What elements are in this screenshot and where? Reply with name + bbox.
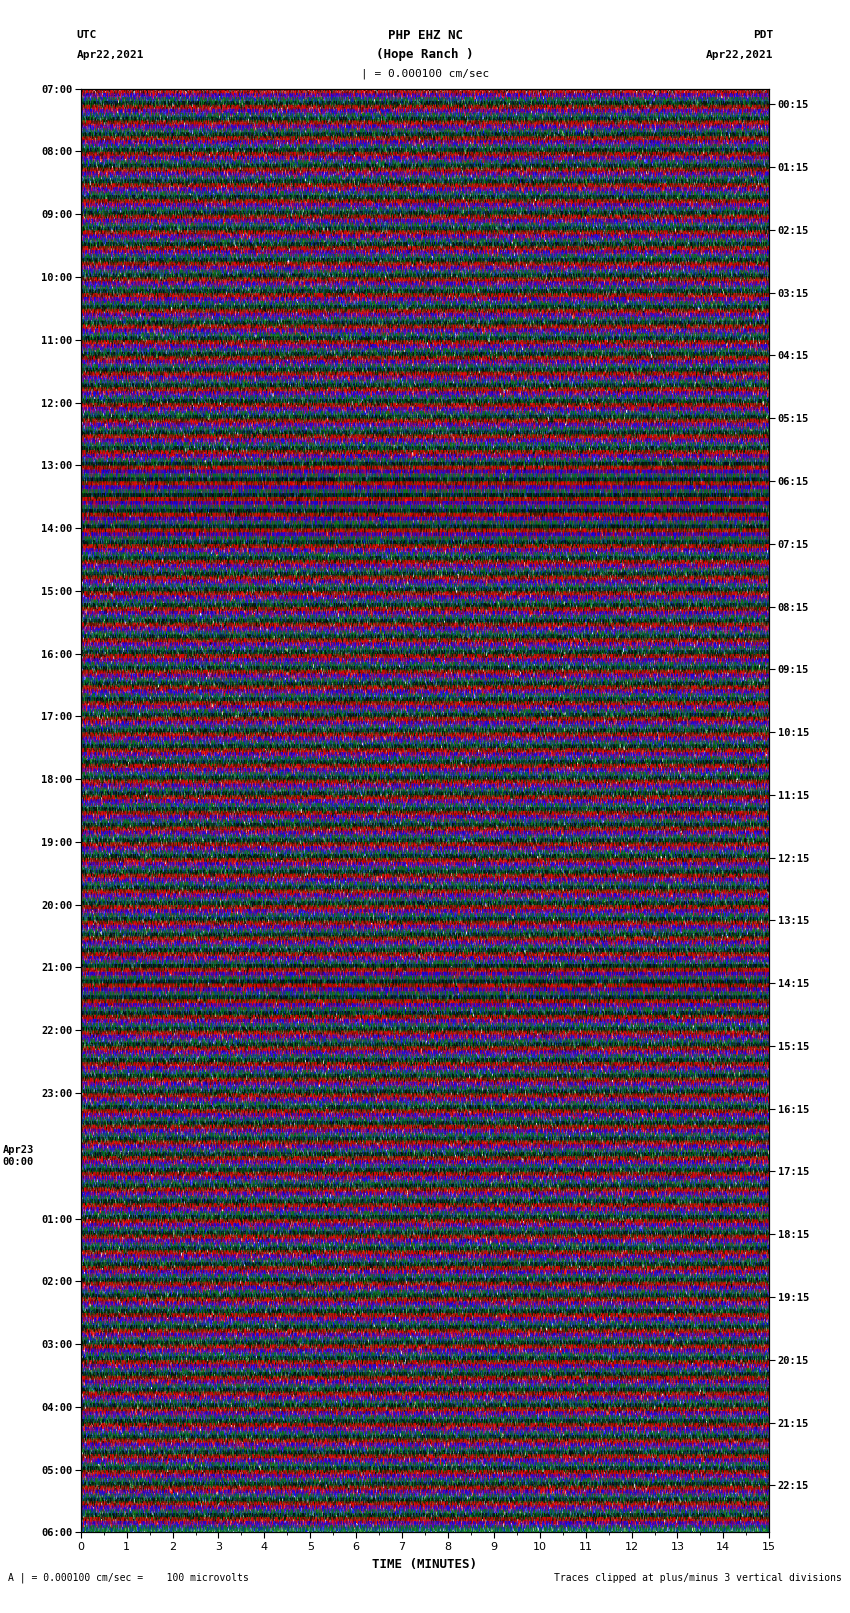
Text: Apr22,2021: Apr22,2021 <box>706 50 774 60</box>
Text: A | = 0.000100 cm/sec =    100 microvolts: A | = 0.000100 cm/sec = 100 microvolts <box>8 1573 249 1582</box>
Text: | = 0.000100 cm/sec: | = 0.000100 cm/sec <box>361 69 489 79</box>
Text: (Hope Ranch ): (Hope Ranch ) <box>377 48 473 61</box>
Text: Apr23
00:00: Apr23 00:00 <box>3 1145 34 1166</box>
Text: UTC: UTC <box>76 31 97 40</box>
Text: Traces clipped at plus/minus 3 vertical divisions: Traces clipped at plus/minus 3 vertical … <box>553 1573 842 1582</box>
Text: PHP EHZ NC: PHP EHZ NC <box>388 29 462 42</box>
Text: Apr22,2021: Apr22,2021 <box>76 50 144 60</box>
X-axis label: TIME (MINUTES): TIME (MINUTES) <box>372 1558 478 1571</box>
Text: PDT: PDT <box>753 31 774 40</box>
